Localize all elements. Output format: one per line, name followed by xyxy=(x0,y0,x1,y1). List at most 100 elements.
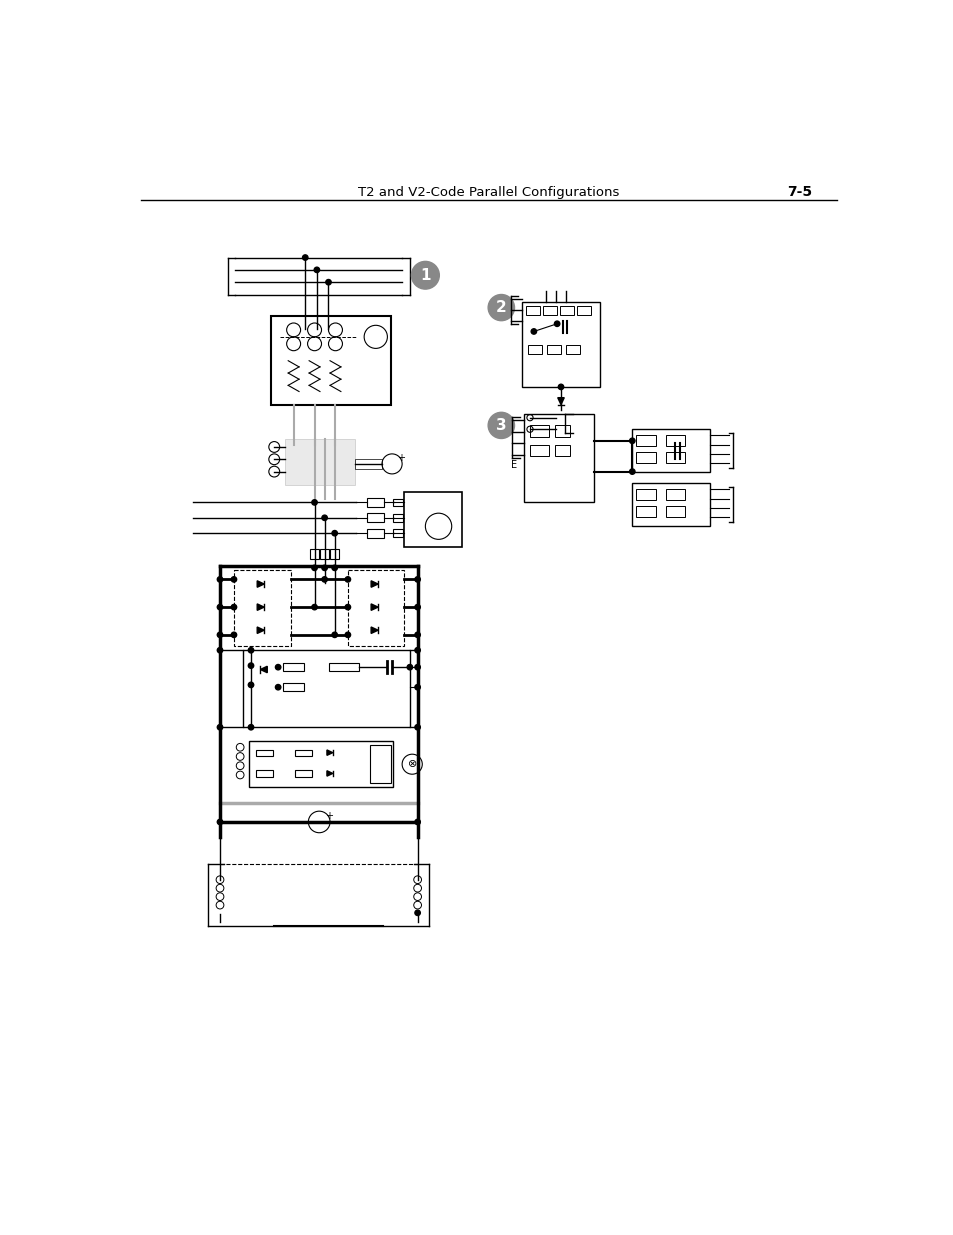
Circle shape xyxy=(345,604,350,610)
Circle shape xyxy=(415,577,420,582)
Polygon shape xyxy=(327,750,333,756)
Bar xyxy=(525,306,539,315)
Circle shape xyxy=(321,566,327,571)
Circle shape xyxy=(415,819,420,825)
Bar xyxy=(393,530,402,537)
Circle shape xyxy=(217,604,222,610)
Bar xyxy=(521,303,599,387)
Text: 1: 1 xyxy=(419,268,430,283)
Circle shape xyxy=(217,632,222,637)
Bar xyxy=(665,489,684,500)
Bar xyxy=(632,430,709,472)
Circle shape xyxy=(415,664,420,669)
Circle shape xyxy=(629,438,635,443)
Bar xyxy=(243,651,410,727)
Circle shape xyxy=(321,577,327,582)
Bar xyxy=(249,741,393,787)
Bar xyxy=(403,492,461,547)
Circle shape xyxy=(312,566,317,571)
Circle shape xyxy=(312,604,317,610)
Text: ⊗: ⊗ xyxy=(407,760,416,769)
Circle shape xyxy=(488,412,514,438)
Bar xyxy=(367,514,384,522)
Bar xyxy=(542,306,557,315)
Circle shape xyxy=(332,531,337,536)
Bar xyxy=(665,506,684,517)
Bar xyxy=(530,425,549,437)
Bar xyxy=(329,663,358,671)
Circle shape xyxy=(415,684,420,690)
Polygon shape xyxy=(327,771,333,776)
Bar xyxy=(523,414,593,503)
Circle shape xyxy=(231,632,236,637)
Bar xyxy=(665,436,684,446)
Text: +: + xyxy=(325,811,333,821)
Bar xyxy=(233,571,291,646)
Bar xyxy=(530,445,549,456)
Bar xyxy=(285,440,355,485)
Circle shape xyxy=(217,577,222,582)
Bar xyxy=(636,452,655,463)
Bar xyxy=(565,345,579,353)
Polygon shape xyxy=(257,604,264,610)
Circle shape xyxy=(217,819,222,825)
Circle shape xyxy=(415,604,420,610)
Circle shape xyxy=(531,329,536,335)
Bar xyxy=(632,483,709,526)
Bar xyxy=(256,771,274,777)
Bar xyxy=(348,571,404,646)
Bar xyxy=(367,529,384,537)
Circle shape xyxy=(411,262,439,289)
Bar xyxy=(369,745,391,783)
Bar xyxy=(546,345,560,353)
Circle shape xyxy=(248,682,253,688)
Text: 3: 3 xyxy=(496,417,506,433)
Bar xyxy=(355,458,381,469)
Bar xyxy=(256,750,274,756)
Text: E: E xyxy=(511,459,517,469)
Circle shape xyxy=(217,647,222,653)
Polygon shape xyxy=(371,580,377,588)
Circle shape xyxy=(275,664,280,669)
Bar xyxy=(393,499,402,506)
Bar xyxy=(559,306,574,315)
Text: T2 and V2-Code Parallel Configurations: T2 and V2-Code Parallel Configurations xyxy=(358,185,618,199)
Circle shape xyxy=(275,684,280,690)
Circle shape xyxy=(248,663,253,668)
Circle shape xyxy=(302,254,308,261)
Circle shape xyxy=(554,321,559,326)
Bar xyxy=(294,771,312,777)
Circle shape xyxy=(558,384,563,389)
Bar xyxy=(282,663,304,671)
Bar xyxy=(636,436,655,446)
Bar xyxy=(319,548,329,559)
Circle shape xyxy=(332,566,337,571)
Bar xyxy=(294,750,312,756)
Bar xyxy=(577,306,591,315)
Bar xyxy=(636,489,655,500)
Bar xyxy=(330,548,339,559)
Circle shape xyxy=(345,632,350,637)
Circle shape xyxy=(248,647,253,653)
Circle shape xyxy=(231,604,236,610)
Polygon shape xyxy=(371,627,377,634)
Circle shape xyxy=(415,725,420,730)
Text: +: + xyxy=(396,453,404,463)
Circle shape xyxy=(321,515,327,520)
Bar xyxy=(636,506,655,517)
Circle shape xyxy=(314,267,319,273)
Circle shape xyxy=(629,469,635,474)
Polygon shape xyxy=(260,666,267,673)
Text: 2: 2 xyxy=(496,300,506,315)
Circle shape xyxy=(415,632,420,637)
Bar xyxy=(555,445,570,456)
Polygon shape xyxy=(257,627,264,634)
Bar xyxy=(528,345,542,353)
Circle shape xyxy=(312,500,317,505)
Circle shape xyxy=(415,647,420,653)
Text: 7-5: 7-5 xyxy=(786,185,811,199)
Circle shape xyxy=(248,725,253,730)
Circle shape xyxy=(325,279,331,285)
Circle shape xyxy=(488,294,514,321)
Circle shape xyxy=(345,577,350,582)
